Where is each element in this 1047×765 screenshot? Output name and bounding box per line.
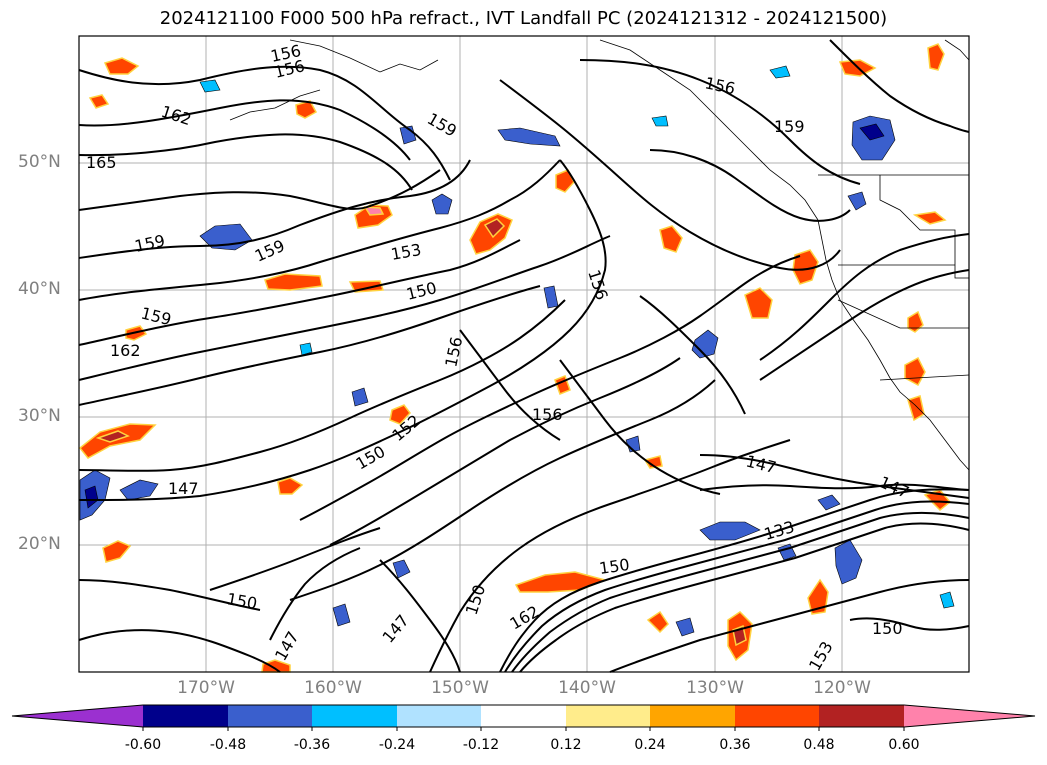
map-frame: [78, 35, 970, 673]
contour-label: 150: [872, 619, 903, 638]
colorbar-segment: [735, 705, 819, 727]
contour-label: 165: [86, 153, 117, 172]
colorbar-segment: [312, 705, 397, 727]
colorbar-tick-label: -0.12: [462, 737, 500, 753]
lon-label: 160°W: [304, 678, 362, 698]
lat-label: 20°N: [18, 534, 61, 554]
lon-label: 140°W: [558, 678, 616, 698]
colorbar-tick-label: -0.60: [124, 737, 162, 753]
lon-label: 170°W: [177, 678, 235, 698]
contour-label: 156: [532, 405, 563, 424]
lon-label: 120°W: [813, 678, 871, 698]
colorbar-tick-label: 0.60: [888, 737, 920, 753]
coastlines: [229, 39, 970, 471]
colorbar-segment: [566, 705, 650, 727]
lon-label: 130°W: [686, 678, 744, 698]
colorbar-segment: [143, 705, 228, 727]
colorbar-segment: [650, 705, 735, 727]
graticule: [79, 36, 969, 672]
colorbar: [11, 704, 1036, 731]
map-title: 2024121100 F000 500 hPa refract., IVT La…: [159, 8, 888, 29]
lat-label: 30°N: [18, 406, 61, 426]
colorbar-tick-label: -0.48: [209, 737, 247, 753]
colorbar-extend-low: [12, 705, 143, 727]
contour-label: 150: [598, 555, 631, 578]
lat-label: 50°N: [18, 152, 61, 172]
colorbar-tick-label: 0.48: [803, 737, 835, 753]
contour-labels: 156 156 162 159 165 156 159 159 159 153 …: [86, 41, 912, 674]
refractivity-contours: [78, 39, 970, 673]
colorbar-segment: [228, 705, 312, 727]
lon-label: 150°W: [431, 678, 489, 698]
colorbar-extend-high: [904, 705, 1035, 727]
contour-label: 147: [168, 479, 199, 498]
colorbar-segment: [397, 705, 481, 727]
contour-label: 159: [774, 117, 805, 136]
colorbar-tick-label: 0.12: [550, 737, 582, 753]
colorbar-tick-label: -0.24: [378, 737, 416, 753]
colorbar-tick-label: -0.36: [293, 737, 331, 753]
colorbar-segment: [481, 705, 566, 727]
colorbar-segment: [819, 705, 904, 727]
contour-label: 162: [110, 341, 141, 360]
ivt-negative-patches: [79, 65, 955, 637]
colorbar-tick-label: 0.36: [719, 737, 751, 753]
lat-label: 40°N: [18, 279, 61, 299]
colorbar-tick-label: 0.24: [634, 737, 666, 753]
